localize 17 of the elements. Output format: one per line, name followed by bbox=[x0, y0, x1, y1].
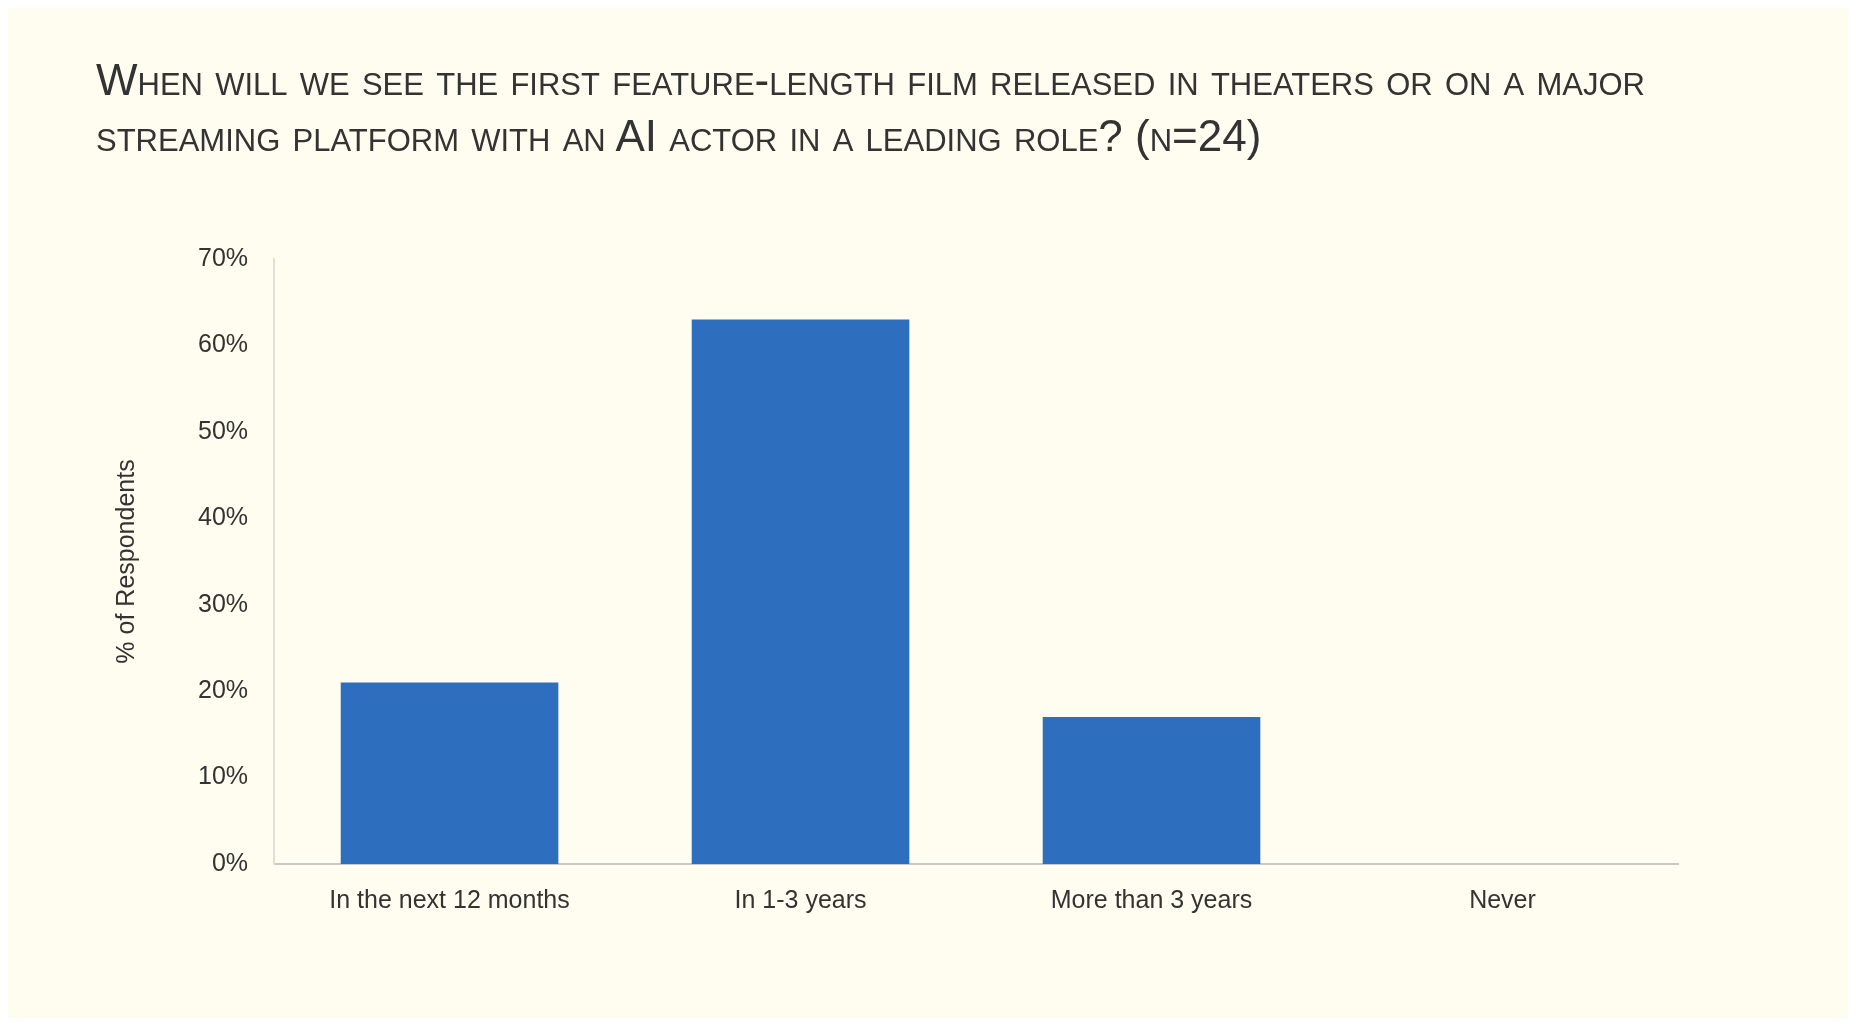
y-tick-label: 20% bbox=[197, 675, 249, 704]
y-tick-label: 10% bbox=[197, 761, 249, 790]
bar bbox=[340, 682, 559, 864]
chart-title: When will we see the first feature-length film released in theaters or on a major streaming platform with an AI actor in a leading role? (n=24) bbox=[96, 54, 1646, 162]
y-tick-label: 60% bbox=[197, 329, 249, 358]
y-tick-label: 0% bbox=[211, 847, 249, 876]
y-tick-label: 30% bbox=[197, 588, 249, 617]
bar bbox=[1042, 717, 1261, 864]
y-tick-label: 40% bbox=[197, 502, 249, 531]
x-tick-label: Never bbox=[1469, 884, 1536, 913]
x-tick-label: In 1-3 years bbox=[734, 884, 867, 913]
y-axis-title: % of Respondents bbox=[110, 459, 139, 664]
y-tick-label: 70% bbox=[197, 242, 249, 271]
x-tick-label: More than 3 years bbox=[1050, 884, 1253, 913]
x-tick-label: In the next 12 months bbox=[329, 884, 570, 913]
bar bbox=[691, 319, 910, 864]
y-tick-label: 50% bbox=[197, 415, 249, 444]
